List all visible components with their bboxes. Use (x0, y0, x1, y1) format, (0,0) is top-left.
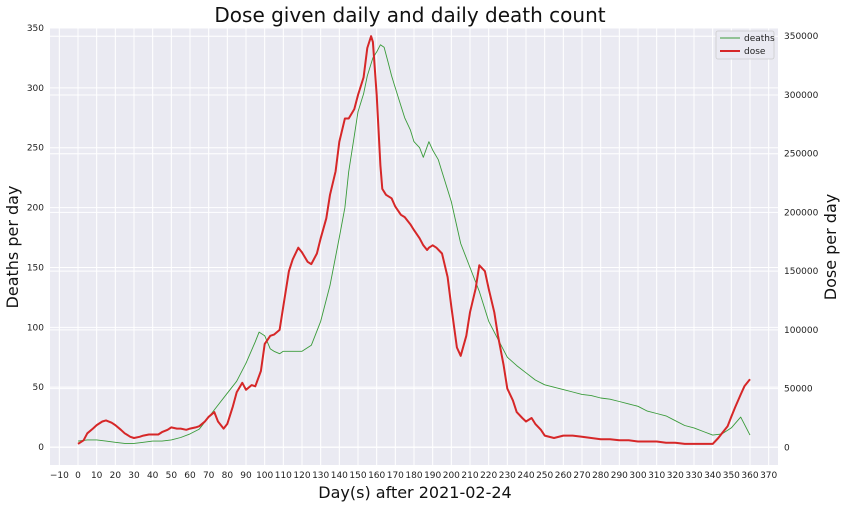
x-tick-label: 260 (555, 471, 572, 481)
y-tick-label-left: 0 (38, 443, 44, 453)
y-tick-label-right: 300000 (784, 91, 819, 101)
x-tick-label: 370 (760, 471, 777, 481)
y-tick-label-left: 200 (27, 204, 44, 214)
y-tick-label-right: 350000 (784, 32, 819, 42)
x-tick-label: 50 (166, 471, 178, 481)
x-tick-label: 300 (629, 471, 646, 481)
x-ticks: −10 0 10 20 30 40 50 60 70 80 90 100 110 120 130 140 150… (50, 471, 778, 481)
x-tick-label: 250 (536, 471, 553, 481)
y-tick-label-left: 100 (27, 323, 44, 333)
y-axis-label-left: Deaths per day (3, 186, 22, 309)
x-tick-label: 330 (685, 471, 702, 481)
x-tick-label: 220 (480, 471, 497, 481)
x-tick-label: 170 (387, 471, 404, 481)
x-tick-label: 360 (741, 471, 758, 481)
y-tick-label-right: 150000 (784, 267, 819, 277)
x-tick-label: −10 (50, 471, 69, 481)
y-tick-label-left: 50 (33, 383, 45, 393)
x-tick-label: 40 (147, 471, 159, 481)
grid (50, 27, 778, 465)
series-line-dose (77, 35, 751, 445)
x-tick-label: 240 (517, 471, 534, 481)
x-tick-label: 10 (91, 471, 103, 481)
y-axis-label-right: Dose per day (821, 194, 840, 300)
y-tick-label-left: 300 (27, 84, 44, 94)
y-tick-label-right: 0 (784, 443, 790, 453)
x-tick-label: 80 (222, 471, 234, 481)
x-tick-label: 210 (461, 471, 478, 481)
chart-title: Dose given daily and daily death count (214, 3, 605, 27)
x-tick-label: 280 (592, 471, 609, 481)
x-tick-label: 0 (75, 471, 81, 481)
y-tick-label-left: 150 (27, 263, 44, 273)
x-tick-label: 270 (573, 471, 590, 481)
legend-label-deaths: deaths (744, 34, 775, 44)
y-tick-label-right: 50000 (784, 385, 813, 395)
x-tick-label: 110 (275, 471, 292, 481)
y-tick-label-right: 200000 (784, 208, 819, 218)
y-tick-label-right: 100000 (784, 326, 819, 336)
x-tick-label: 30 (128, 471, 140, 481)
series-layer (77, 35, 751, 445)
y-tick-label-left: 250 (27, 144, 44, 154)
x-tick-label: 290 (611, 471, 628, 481)
y-tick-label-left: 350 (27, 24, 44, 34)
series-line-deaths (77, 44, 751, 444)
x-tick-label: 70 (203, 471, 215, 481)
x-tick-label: 90 (240, 471, 252, 481)
x-tick-label: 60 (184, 471, 196, 481)
x-tick-label: 200 (443, 471, 460, 481)
x-tick-label: 150 (349, 471, 366, 481)
x-tick-label: 130 (312, 471, 329, 481)
y-ticks-left: 0 50 100 150 200 250 300 350 (27, 24, 44, 453)
x-tick-label: 350 (723, 471, 740, 481)
y-tick-label-right: 250000 (784, 150, 819, 160)
x-axis-label: Day(s) after 2021-02-24 (318, 483, 511, 502)
x-tick-label: 120 (293, 471, 310, 481)
x-tick-label: 180 (405, 471, 422, 481)
x-tick-label: 160 (368, 471, 385, 481)
x-tick-label: 100 (256, 471, 273, 481)
x-tick-label: 190 (424, 471, 441, 481)
x-tick-label: 310 (648, 471, 665, 481)
x-tick-label: 20 (110, 471, 122, 481)
x-tick-label: 140 (331, 471, 348, 481)
x-tick-label: 320 (667, 471, 684, 481)
x-tick-label: 230 (499, 471, 516, 481)
y-ticks-right: 0 50000 100000 150000 200000 250000 300000 3500… (784, 32, 819, 453)
legend-label-dose: dose (744, 47, 766, 57)
x-tick-label: 340 (704, 471, 721, 481)
legend: deaths dose (715, 30, 775, 60)
